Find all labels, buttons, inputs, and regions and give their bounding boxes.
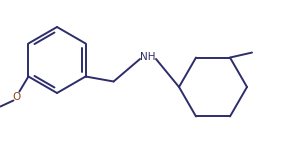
Text: NH: NH [140,52,156,62]
Text: O: O [12,91,20,101]
